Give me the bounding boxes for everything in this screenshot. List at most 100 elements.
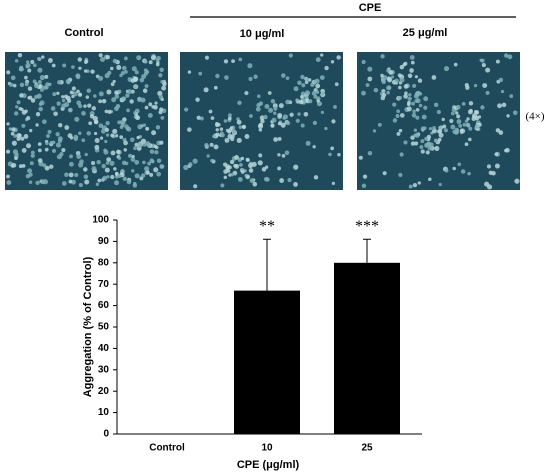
- cell: [74, 172, 79, 178]
- cell: [460, 128, 466, 134]
- cell: [468, 101, 474, 106]
- cell: [146, 143, 151, 148]
- cell: [395, 114, 400, 118]
- cell: [61, 98, 66, 103]
- cell: [273, 111, 277, 116]
- cell: [244, 134, 250, 139]
- significance: **: [259, 218, 275, 235]
- cell: [289, 112, 294, 117]
- cell: [431, 75, 437, 80]
- cell: [308, 99, 313, 104]
- cell: [474, 110, 480, 115]
- cell: [215, 73, 220, 79]
- cell: [324, 126, 328, 131]
- cell: [278, 103, 284, 109]
- cell: [154, 101, 158, 105]
- cell: [204, 55, 210, 60]
- cell: [76, 100, 82, 106]
- cell: [184, 107, 189, 112]
- cell: [208, 109, 213, 114]
- cell: [257, 160, 263, 166]
- cell: [337, 152, 341, 157]
- cell: [471, 116, 477, 122]
- cell: [64, 125, 70, 130]
- cell: [109, 160, 115, 166]
- cell: [32, 63, 37, 68]
- cell: [367, 66, 373, 72]
- cell: [373, 87, 379, 93]
- cell: [500, 89, 505, 94]
- cell: [382, 171, 387, 176]
- cell: [76, 154, 82, 159]
- cell: [453, 62, 458, 67]
- cell: [219, 127, 224, 131]
- cell: [86, 131, 91, 136]
- cell: [438, 125, 442, 130]
- cell: [418, 103, 423, 108]
- cell: [273, 106, 278, 111]
- cell: [122, 65, 127, 71]
- cell: [101, 98, 107, 104]
- cell: [131, 169, 135, 173]
- cell: [438, 132, 444, 138]
- cell: [55, 142, 62, 148]
- cell: [324, 65, 329, 71]
- cell: [13, 134, 17, 138]
- cell: [110, 150, 116, 156]
- cell: [119, 125, 124, 130]
- cell: [139, 77, 145, 83]
- cell: [47, 58, 53, 63]
- cell: [115, 134, 119, 138]
- cell: [238, 57, 243, 62]
- cell: [117, 156, 122, 160]
- cell: [498, 130, 504, 135]
- cell: [187, 127, 192, 132]
- cell: [77, 92, 83, 97]
- cell: [39, 75, 45, 81]
- cell: [136, 135, 140, 140]
- cell: [142, 88, 148, 94]
- cell: [248, 76, 253, 81]
- cell: [238, 125, 243, 129]
- cell: [11, 127, 16, 132]
- cell: [57, 138, 63, 144]
- cell: [193, 184, 198, 189]
- cell: [39, 87, 44, 92]
- cell: [98, 91, 104, 97]
- cell: [380, 54, 385, 59]
- cell: [153, 167, 159, 173]
- cell: [251, 161, 257, 167]
- cell: [336, 55, 341, 60]
- cell: [301, 83, 306, 88]
- cell: [377, 122, 382, 127]
- cell: [423, 96, 429, 102]
- cell: [143, 59, 148, 64]
- cell: [414, 99, 419, 103]
- cell: [158, 73, 163, 78]
- cell: [462, 122, 467, 127]
- cell: [78, 131, 82, 136]
- cell: [41, 55, 45, 59]
- cell: [480, 58, 485, 63]
- cell: [112, 79, 116, 84]
- cell: [83, 167, 88, 172]
- cell: [443, 65, 450, 72]
- cell: [398, 85, 402, 90]
- cell: [37, 158, 43, 163]
- cell: [407, 73, 413, 79]
- cell: [263, 114, 268, 120]
- cell: [133, 146, 137, 151]
- cell: [293, 164, 299, 170]
- cell: [126, 179, 132, 185]
- cell: [116, 149, 121, 155]
- cell: [147, 161, 152, 166]
- cell: [97, 178, 102, 183]
- cell: [34, 94, 39, 99]
- cell: [503, 53, 509, 58]
- cell: [100, 57, 106, 62]
- cell: [409, 55, 415, 60]
- y-tick-label: 70: [98, 279, 110, 290]
- cell: [45, 141, 49, 146]
- cell: [409, 68, 414, 73]
- cell: [47, 129, 52, 134]
